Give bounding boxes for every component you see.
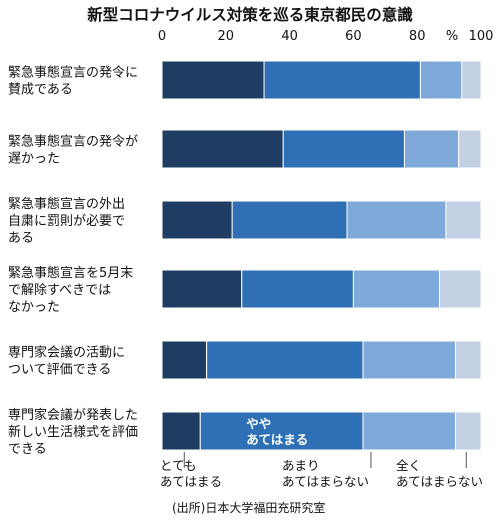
bar-segment xyxy=(454,411,482,451)
bar-segment xyxy=(445,200,482,240)
bar-segment xyxy=(362,340,456,380)
x-tick-label: 100 xyxy=(469,29,494,44)
category-label: 緊急事態宣言の発令が xyxy=(8,134,138,150)
category-label: 専門家会議の活動に xyxy=(8,345,125,361)
bar-segment xyxy=(206,340,364,380)
category-label: 専門家会議が発表した xyxy=(8,407,138,423)
category-label: 新しい生活様式を評価 xyxy=(8,424,138,440)
inline-series-label-text: あてはまる xyxy=(246,432,308,447)
category-label: ついて評価できる xyxy=(8,363,111,378)
x-tick-label: 80 xyxy=(409,29,426,44)
category-label: 自粛に罰則が必要で xyxy=(8,214,125,229)
category-label: 緊急事態宣言を5月末 xyxy=(8,265,133,281)
bar-segment xyxy=(161,340,208,380)
x-tick-label: 0 xyxy=(158,29,166,44)
bar-segment xyxy=(161,200,233,240)
unit-label: % xyxy=(446,29,458,44)
bars xyxy=(161,60,482,451)
bar-segment xyxy=(346,200,447,240)
chart-title: 新型コロナウイルス対策を巡る東京都民の意識 xyxy=(87,5,413,24)
x-axis-ticks: 0 20 40 60 80 100 xyxy=(158,29,494,44)
legend-label: とても xyxy=(160,458,197,473)
category-label: で解除すべきでは xyxy=(8,283,111,298)
bar-segment xyxy=(461,60,482,100)
legend-label: 全く xyxy=(396,458,421,473)
bar-segment xyxy=(458,129,482,169)
bar-segment xyxy=(403,129,460,169)
bar-segment xyxy=(161,269,243,309)
legend-label: あてはまらない xyxy=(282,474,369,489)
source-note: (出所)日本大学福田充研究室 xyxy=(172,500,325,515)
category-label: 緊急事態宣言の発令に xyxy=(8,65,138,81)
x-tick-label: 40 xyxy=(281,29,298,44)
legend-label: あてはまる xyxy=(160,474,222,489)
bar-segment xyxy=(454,340,482,380)
category-label: 緊急事態宣言の外出 xyxy=(8,196,125,212)
inline-series-label-text: やや xyxy=(246,416,271,431)
bar-segment xyxy=(161,411,201,451)
category-label: できる xyxy=(8,442,47,457)
x-tick-label: 60 xyxy=(345,29,362,44)
bar-segment xyxy=(199,411,364,451)
category-label: ある xyxy=(8,231,34,246)
category-label: なかった xyxy=(8,300,60,315)
category-label: 賛成である xyxy=(8,83,73,98)
bar-segment xyxy=(439,269,482,309)
bar-segment xyxy=(263,60,421,100)
bar-segment xyxy=(161,129,284,169)
bar-segment xyxy=(282,129,405,169)
bar-segment xyxy=(161,60,265,100)
category-label: 遅かった xyxy=(8,152,60,167)
bar-segment xyxy=(241,269,354,309)
bar-segment xyxy=(362,411,456,451)
bar-segment xyxy=(352,269,441,309)
legend-label: あてはまらない xyxy=(396,474,483,489)
legend-label: あまり xyxy=(282,458,320,473)
bar-segment xyxy=(419,60,463,100)
category-labels: 緊急事態宣言の発令に賛成である緊急事態宣言の発令が遅かった緊急事態宣言の外出自粛… xyxy=(8,65,138,458)
bar-segment xyxy=(231,200,348,240)
x-tick-label: 20 xyxy=(218,29,235,44)
